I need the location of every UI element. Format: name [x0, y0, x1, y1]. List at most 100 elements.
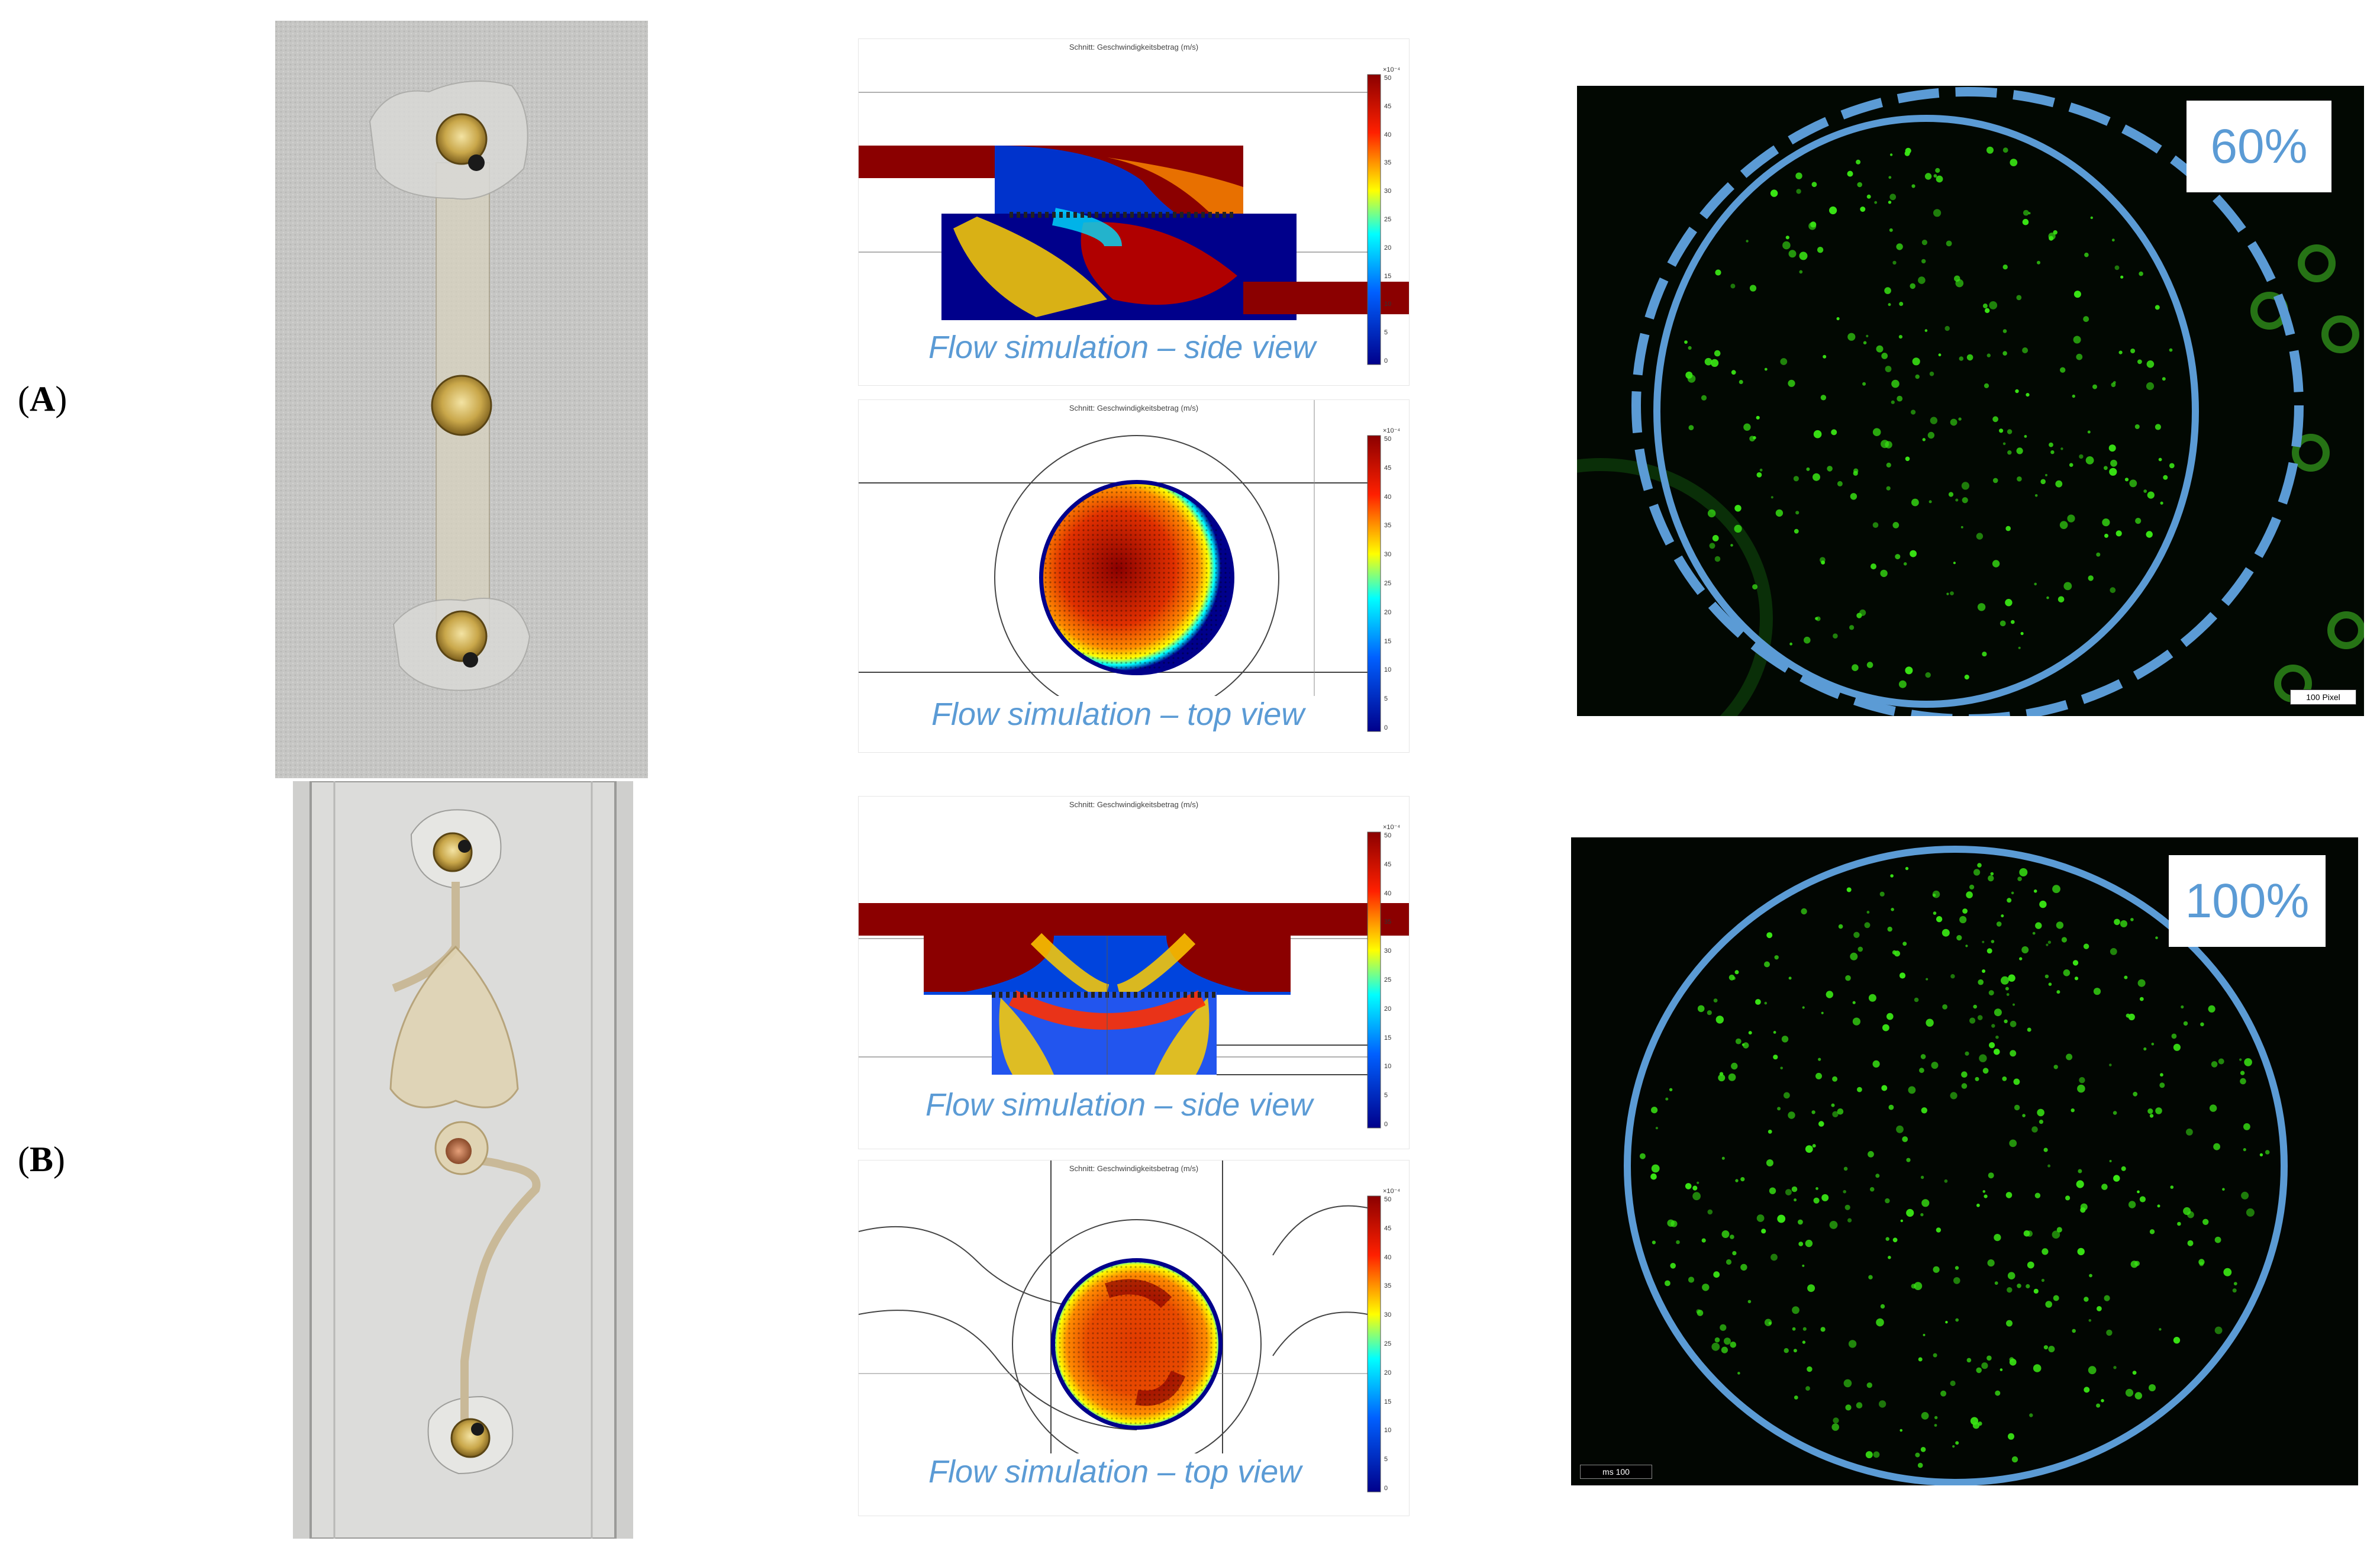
fluorescent-particle [1919, 1068, 1924, 1074]
fluorescent-particle [2088, 575, 2094, 581]
fluorescent-particle [1865, 1451, 1873, 1459]
fluorescent-particle [1753, 436, 1756, 440]
fluorescent-particle [2016, 447, 2023, 454]
fluorescent-particle [2057, 596, 2065, 603]
fluorescent-particle [1984, 383, 1989, 388]
fluorescent-particle [2017, 876, 2022, 881]
fluorescent-particle [2026, 1230, 2033, 1237]
fluorescent-particle [2055, 480, 2063, 488]
fluorescent-particle [1902, 942, 1907, 946]
fluorescent-particle [2143, 1047, 2147, 1051]
colorbar-tick: 10 [1384, 1063, 1392, 1071]
colorbar-tick: 35 [1384, 159, 1392, 167]
fluorescent-particle [2169, 463, 2175, 469]
fluorescent-particle [1712, 535, 1719, 541]
fluorescent-particle [2146, 360, 2155, 368]
fluorescent-particle [2146, 382, 2155, 391]
fluorescent-particle [1655, 1127, 1658, 1130]
fluorescent-particle [1801, 908, 1807, 915]
fluorescent-particle [1978, 979, 1984, 985]
fluorescent-particle [1915, 374, 1920, 379]
fluorescent-particle [2104, 533, 2108, 538]
fluorescent-particle [1925, 672, 1931, 678]
fluorescent-particle [2063, 582, 2072, 591]
fluorescent-particle [1764, 961, 1770, 968]
fluorescent-particle [1795, 172, 1802, 179]
fluorescent-particle [1815, 1072, 1822, 1079]
fluorescent-particle [2060, 367, 2066, 373]
fluorescent-particle [2137, 979, 2146, 987]
fluorescent-particle [1896, 243, 1903, 250]
fluorescent-particle [1872, 522, 1879, 528]
fluorescent-particle [2053, 1065, 2058, 1069]
fluorescent-particle [1773, 1055, 1778, 1060]
fluorescent-particle [1905, 666, 1913, 675]
fluorescent-particle [1888, 303, 1891, 307]
fluorescent-particle [1761, 1229, 1766, 1234]
fluorescent-particle [1713, 998, 1718, 1002]
fluorescent-particle [1911, 498, 1919, 507]
fluorescent-particle [1889, 228, 1893, 232]
fluorescent-particle [1860, 207, 1866, 212]
fluorescent-particle [1982, 1190, 1986, 1193]
fluorescence-image-a: 60% 100 Pixel [1577, 86, 2364, 716]
fluorescent-particle [2000, 620, 2006, 627]
colorbar-tick: 40 [1384, 1253, 1392, 1261]
colorbar-tick: 0 [1384, 724, 1388, 731]
fluorescent-particle [1777, 1107, 1781, 1111]
colorbar-tick: 15 [1384, 637, 1392, 645]
fluorescent-particle [1973, 1004, 1977, 1009]
fluorescent-particle [1856, 1402, 1863, 1408]
fluorescent-particle [1903, 562, 1907, 566]
fluorescent-particle [1795, 511, 1799, 515]
fluorescent-particle [2010, 1050, 2017, 1057]
colorbar-tick: 30 [1384, 551, 1392, 559]
fluorescent-particle [2109, 1160, 2112, 1162]
fluorescent-particle [1811, 182, 1817, 188]
fluorescent-particle [1982, 1068, 1989, 1074]
fluorescent-particle [2014, 1104, 2020, 1111]
fluorescent-particle [1692, 1192, 1701, 1201]
fluorescent-particle [1995, 1035, 1999, 1039]
fluorescent-particle [2041, 1278, 2044, 1282]
fluorescent-particle [1896, 1125, 1904, 1133]
fluorescent-particle [1955, 1266, 1959, 1270]
colorbar-tick: 25 [1384, 1340, 1392, 1348]
fluorescent-particle [1921, 240, 1927, 246]
fluorescent-particle [1836, 317, 1840, 321]
row-label-a-open: ( [18, 379, 30, 418]
fluorescent-particle [1936, 175, 1943, 183]
fluorescent-particle [1862, 382, 1866, 386]
fluorescent-particle [2029, 1413, 2033, 1417]
fluorescent-particle [1910, 283, 1915, 289]
fluorescent-particle [2139, 997, 2144, 1001]
fluorescent-particle [2130, 1261, 2138, 1268]
fluorescent-particle [1665, 1097, 1669, 1101]
fluorescent-particle [1730, 544, 1733, 547]
fluorescent-particle [2002, 1076, 2007, 1081]
fluorescent-particle [2011, 891, 2014, 895]
fluorescent-particle [1965, 1051, 1969, 1056]
fluorescent-particle [2233, 1282, 2237, 1285]
fluorescent-particle [1715, 1016, 1724, 1024]
fluorescent-particle [1948, 492, 1954, 497]
fluorescent-particle [2018, 646, 2021, 649]
fluorescent-particle [1833, 633, 1838, 639]
colorbar-tick: 50 [1384, 832, 1392, 839]
colorbar-tick: 40 [1384, 889, 1392, 897]
fluorescent-particle [1815, 616, 1821, 621]
fluorescent-particle [1866, 194, 1871, 199]
fluorescent-particle [1991, 1024, 1995, 1028]
fluorescent-particle [2115, 530, 2122, 537]
fluorescence-image-b: 100% ms 100 [1571, 837, 2358, 1485]
fluorescent-particle [1986, 1355, 1992, 1361]
fluorescent-particle [2102, 518, 2110, 527]
fluorescent-particle [1955, 498, 1959, 502]
fluorescent-particle [2159, 1328, 2162, 1331]
fluorescent-particle [1964, 675, 1969, 680]
sim-title-side-a: Schnitt: Geschwindigkeitsbetrag (m/s) [1069, 43, 1199, 51]
fluorescent-particle [2183, 1207, 2191, 1216]
fluorescent-particle [2027, 1261, 2034, 1269]
fluorescent-particle [2239, 1058, 2242, 1061]
fluorescent-particle [2035, 922, 2042, 929]
